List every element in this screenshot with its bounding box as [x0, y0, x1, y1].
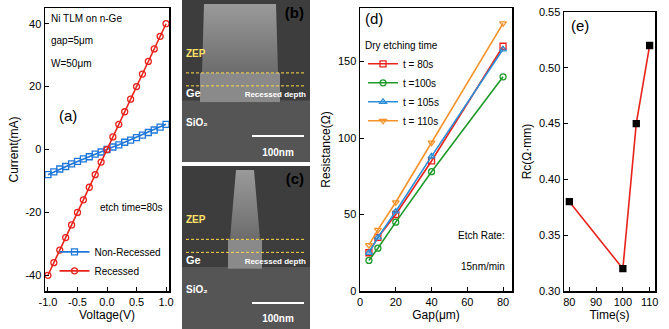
svg-text:80: 80: [563, 296, 575, 308]
svg-text:Recessed depth: Recessed depth: [245, 90, 306, 99]
svg-text:(a): (a): [59, 107, 77, 124]
svg-text:-40: -40: [25, 269, 41, 281]
svg-text:Dry etching time: Dry etching time: [365, 40, 438, 51]
svg-text:1.0: 1.0: [158, 296, 173, 308]
svg-text:t = 80s: t = 80s: [403, 59, 433, 70]
svg-text:0.50: 0.50: [539, 62, 560, 74]
svg-text:SiO₂: SiO₂: [186, 117, 208, 128]
svg-text:Gap(μm): Gap(μm): [412, 308, 460, 322]
svg-text:SiO₂: SiO₂: [186, 284, 208, 295]
svg-text:40: 40: [29, 18, 41, 30]
svg-text:50: 50: [344, 208, 356, 220]
svg-text:0: 0: [350, 285, 356, 297]
svg-text:(d): (d): [365, 10, 383, 27]
svg-text:0.55: 0.55: [539, 6, 560, 18]
svg-text:100nm: 100nm: [262, 313, 294, 324]
svg-text:0: 0: [35, 143, 41, 155]
svg-text:0.45: 0.45: [539, 117, 560, 129]
svg-text:Voltage(V): Voltage(V): [79, 308, 135, 322]
svg-text:W=50μm: W=50μm: [51, 58, 92, 69]
svg-text:60: 60: [461, 296, 473, 308]
svg-text:ZEP: ZEP: [186, 48, 206, 59]
svg-text:0.30: 0.30: [539, 285, 560, 297]
svg-text:gap=5μm: gap=5μm: [51, 35, 93, 46]
svg-text:Resistance(Ω): Resistance(Ω): [319, 111, 333, 187]
svg-text:Ge: Ge: [186, 254, 201, 266]
svg-text:150: 150: [338, 55, 356, 67]
svg-text:-0.5: -0.5: [68, 296, 87, 308]
svg-text:90: 90: [590, 296, 602, 308]
svg-text:100: 100: [338, 132, 356, 144]
svg-text:(b): (b): [285, 4, 304, 21]
svg-text:15nm/min: 15nm/min: [461, 261, 505, 272]
svg-text:110: 110: [641, 296, 659, 308]
svg-text:(e): (e): [571, 17, 589, 34]
svg-text:40: 40: [425, 296, 437, 308]
svg-text:Recessed: Recessed: [95, 266, 139, 277]
svg-text:ZEP: ZEP: [186, 214, 206, 225]
svg-text:Current(mA): Current(mA): [7, 116, 21, 182]
svg-text:Time(s): Time(s): [589, 308, 629, 322]
svg-text:0.5: 0.5: [129, 296, 144, 308]
svg-text:Etch Rate:: Etch Rate:: [458, 230, 505, 241]
svg-text:0.35: 0.35: [539, 229, 560, 241]
svg-text:0.0: 0.0: [99, 296, 114, 308]
svg-text:-20: -20: [25, 206, 41, 218]
svg-text:t = 105s: t = 105s: [403, 97, 439, 108]
svg-text:20: 20: [390, 296, 402, 308]
svg-text:t =100s: t =100s: [403, 78, 436, 89]
svg-text:(c): (c): [286, 170, 304, 187]
svg-text:t = 110s: t = 110s: [403, 116, 438, 127]
svg-text:Ge: Ge: [186, 87, 201, 99]
svg-text:etch time=80s: etch time=80s: [100, 202, 163, 213]
svg-text:Non-Recessed: Non-Recessed: [95, 247, 161, 258]
svg-text:100nm: 100nm: [262, 147, 294, 158]
svg-text:0.40: 0.40: [539, 173, 560, 185]
svg-text:-1.0: -1.0: [38, 296, 57, 308]
svg-text:80: 80: [497, 296, 509, 308]
svg-text:0: 0: [357, 296, 363, 308]
svg-text:Ni TLM on n-Ge: Ni TLM on n-Ge: [51, 13, 122, 24]
svg-text:Rc(Ω·mm): Rc(Ω·mm): [520, 124, 534, 180]
svg-text:100: 100: [614, 296, 632, 308]
svg-text:Recessed depth: Recessed depth: [245, 257, 306, 266]
svg-text:20: 20: [29, 80, 41, 92]
